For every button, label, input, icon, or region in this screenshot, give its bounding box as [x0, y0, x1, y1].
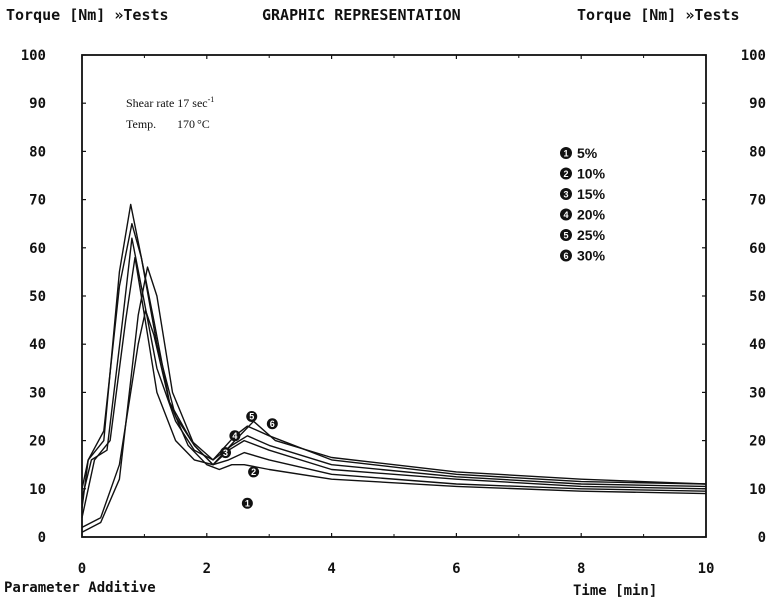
- y-tick-label-left: 40: [29, 337, 46, 353]
- peak-marker-4: 4: [229, 430, 241, 442]
- parameter-additive-label: Parameter Additive: [4, 580, 156, 596]
- legend-marker-number: 4: [563, 210, 568, 220]
- legend-marker: [560, 208, 572, 221]
- y-tick-label-right: 10: [749, 482, 766, 498]
- series-line-3: [81, 256, 707, 518]
- legend-item: 6 30%: [560, 248, 606, 264]
- y-tick-label-left: 20: [29, 434, 46, 450]
- shear-rate-label: Shear rate 17 sec-1: [126, 95, 214, 110]
- y-tick-label-left: 30: [29, 385, 46, 401]
- y-tick-label-right: 0: [758, 530, 766, 546]
- y-tick-label-right: 80: [749, 144, 766, 160]
- legend-marker-number: 6: [563, 251, 568, 261]
- legend-item: 2 10%: [560, 166, 606, 182]
- marker-number: 1: [245, 498, 250, 508]
- right-tick-labels: 0 10 20 30 40 50 60 70 80 90 100: [741, 48, 766, 546]
- legend-label: 10%: [577, 166, 606, 182]
- series-line-6: [81, 222, 707, 509]
- legend-item: 4 20%: [560, 207, 606, 223]
- y-tick-label-left: 50: [29, 289, 46, 305]
- y-tick-label-left: 80: [29, 144, 46, 160]
- y-tick-label-left: 10: [29, 482, 46, 498]
- marker-dot: [266, 418, 278, 430]
- y-tick-label-left: 100: [21, 48, 46, 64]
- series-line-5: [81, 203, 707, 489]
- peak-markers: 1 2 34 5 6: [220, 411, 278, 509]
- marker-dot: [248, 466, 260, 478]
- y-tick-label-right: 40: [749, 337, 766, 353]
- peak-marker-3: 3: [220, 447, 232, 459]
- y-tick-label-left: 90: [29, 96, 46, 112]
- peak-marker-5: 5: [246, 411, 258, 422]
- marker-dot: [246, 411, 258, 422]
- legend-marker: [560, 188, 572, 200]
- legend-item: 1 5%: [560, 145, 598, 161]
- left-axis-title: Torque [Nm] »Tests: [6, 6, 169, 24]
- y-tick-label-right: 60: [749, 241, 766, 257]
- marker-number: 4: [232, 431, 237, 441]
- x-tick-labels: 0 2 4 6 8 10: [78, 561, 715, 577]
- y-tick-label-left: 60: [29, 241, 46, 257]
- x-tick-label: 2: [203, 561, 211, 577]
- marker-dot: [241, 497, 253, 509]
- series-line-1: [81, 309, 707, 529]
- legend-item: 3 15%: [560, 186, 606, 202]
- legend-marker-number: 3: [563, 189, 568, 199]
- annotation-box: Shear rate 17 sec-1 Temp. 170 °C: [126, 95, 214, 131]
- legend-label: 30%: [577, 248, 606, 264]
- x-axis-label: Time [min]: [573, 583, 658, 599]
- legend-marker: [560, 229, 572, 241]
- marker-number: 5: [249, 412, 254, 422]
- legend-marker: [560, 167, 572, 180]
- right-axis-title: Torque [Nm] »Tests: [577, 6, 740, 24]
- y-tick-label-right: 90: [749, 96, 766, 112]
- temp-value: 170 °C: [177, 117, 210, 131]
- peak-marker-6: 6: [266, 418, 278, 430]
- series-lines: [81, 203, 707, 533]
- y-tick-label-left: 70: [29, 193, 46, 209]
- marker-number: 6: [270, 419, 275, 429]
- y-tick-label-right: 70: [749, 193, 766, 209]
- series-line-4: [81, 237, 707, 499]
- peak-marker-2: 2: [248, 466, 260, 478]
- tick-marks: [81, 54, 707, 538]
- temp-label: Temp.: [126, 117, 156, 131]
- legend-label: 20%: [577, 207, 606, 223]
- y-tick-label-right: 100: [741, 48, 766, 64]
- y-tick-label-right: 30: [749, 385, 766, 401]
- x-tick-label: 4: [327, 561, 335, 577]
- marker-number: 2: [251, 467, 256, 477]
- legend-label: 15%: [577, 186, 606, 202]
- legend-label: 5%: [577, 145, 598, 161]
- legend-item: 5 25%: [560, 227, 606, 243]
- x-tick-label: 0: [78, 561, 86, 577]
- left-tick-labels: 0 10 20 30 40 50 60 70 80 90 100: [21, 48, 46, 546]
- chart-title: GRAPHIC REPRESENTATION: [262, 6, 461, 24]
- marker-dot: [220, 447, 232, 459]
- legend-marker: [560, 249, 572, 262]
- legend-marker-number: 5: [563, 230, 568, 240]
- marker-number: 3: [223, 448, 228, 458]
- legend-marker: [560, 147, 572, 159]
- peak-marker-1: 1: [241, 497, 253, 509]
- legend-marker-number: 2: [563, 169, 568, 179]
- y-tick-label-right: 20: [749, 434, 766, 450]
- legend: 1 5% 2 10% 3 15% 4 20% 5 25% 6 30%: [560, 145, 606, 264]
- x-tick-label: 10: [698, 561, 715, 577]
- x-tick-label: 8: [577, 561, 585, 577]
- y-tick-label-left: 0: [38, 530, 46, 546]
- x-tick-label: 6: [452, 561, 460, 577]
- legend-marker-number: 1: [563, 148, 568, 158]
- marker-dot: [229, 430, 241, 442]
- y-tick-label-right: 50: [749, 289, 766, 305]
- legend-label: 25%: [577, 227, 606, 243]
